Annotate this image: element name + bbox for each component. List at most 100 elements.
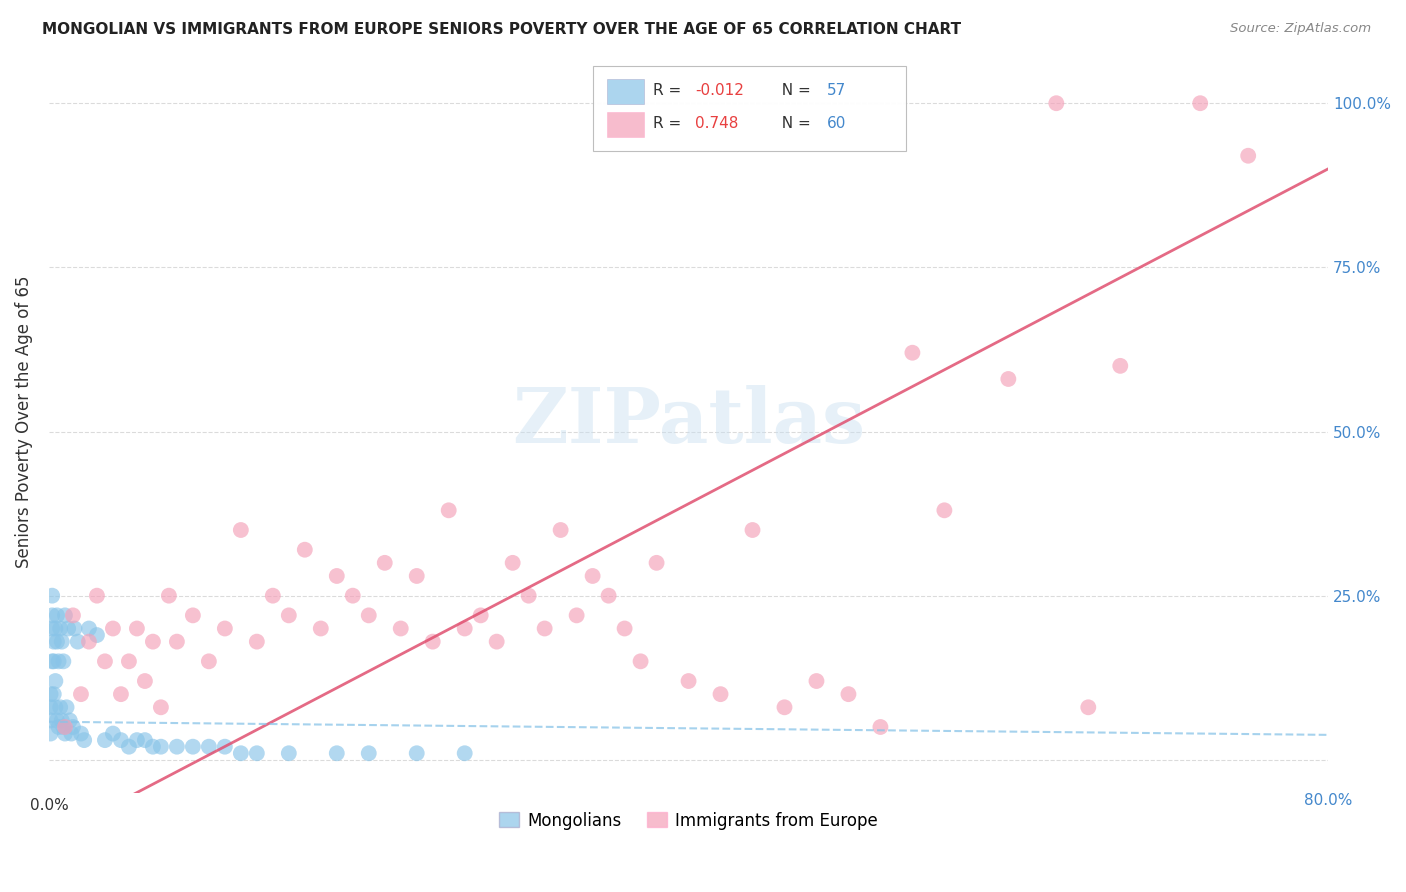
Point <box>709 687 731 701</box>
Point <box>70 687 93 701</box>
Point <box>157 589 180 603</box>
Point <box>41 622 63 636</box>
Point <box>63 622 86 636</box>
Point <box>166 739 188 754</box>
Point <box>39 687 62 701</box>
Point <box>49 622 72 636</box>
Point <box>59 714 82 728</box>
Point <box>149 739 172 754</box>
Point <box>41 608 63 623</box>
Point <box>277 608 299 623</box>
Point <box>1077 700 1099 714</box>
Point <box>101 726 124 740</box>
Point <box>41 654 63 668</box>
Point <box>502 556 524 570</box>
Point <box>246 746 269 760</box>
Point <box>613 622 636 636</box>
Text: 0.748: 0.748 <box>695 116 738 131</box>
Point <box>581 569 603 583</box>
Point <box>869 720 891 734</box>
Text: 80.0%: 80.0% <box>1303 793 1353 807</box>
Point <box>806 673 828 688</box>
Point <box>246 634 269 648</box>
Point <box>166 634 188 648</box>
Point <box>62 608 84 623</box>
Point <box>66 634 89 648</box>
Legend: Mongolians, Immigrants from Europe: Mongolians, Immigrants from Europe <box>492 805 884 837</box>
Point <box>517 589 540 603</box>
Point <box>277 746 299 760</box>
Y-axis label: Seniors Poverty Over the Age of 65: Seniors Poverty Over the Age of 65 <box>15 276 32 568</box>
Text: N =: N = <box>772 82 815 97</box>
Point <box>198 654 221 668</box>
Point <box>645 556 668 570</box>
Point <box>55 700 77 714</box>
FancyBboxPatch shape <box>592 65 905 151</box>
Text: R =: R = <box>652 82 686 97</box>
Point <box>44 622 66 636</box>
Point <box>94 654 117 668</box>
Text: 60: 60 <box>827 116 846 131</box>
Point <box>630 654 652 668</box>
Point <box>678 673 700 688</box>
Point <box>44 673 66 688</box>
Point <box>51 634 73 648</box>
Point <box>262 589 284 603</box>
Point <box>901 345 924 359</box>
Text: MONGOLIAN VS IMMIGRANTS FROM EUROPE SENIORS POVERTY OVER THE AGE OF 65 CORRELATI: MONGOLIAN VS IMMIGRANTS FROM EUROPE SENI… <box>42 22 962 37</box>
Point <box>53 720 76 734</box>
Point <box>142 739 165 754</box>
Point <box>49 700 72 714</box>
Point <box>48 720 70 734</box>
Point <box>470 608 492 623</box>
Point <box>374 556 396 570</box>
Point <box>149 700 172 714</box>
Point <box>44 700 66 714</box>
Point <box>134 673 156 688</box>
Point <box>389 622 412 636</box>
Point <box>46 608 69 623</box>
Point <box>70 726 93 740</box>
Point <box>41 589 63 603</box>
Point <box>1045 96 1067 111</box>
Text: 57: 57 <box>827 82 846 97</box>
Point <box>142 634 165 648</box>
Point <box>533 622 555 636</box>
Text: N =: N = <box>772 116 815 131</box>
Point <box>1189 96 1212 111</box>
FancyBboxPatch shape <box>606 78 644 104</box>
Point <box>229 746 252 760</box>
Point <box>86 628 108 642</box>
Point <box>454 622 477 636</box>
Text: -0.012: -0.012 <box>695 82 744 97</box>
Point <box>53 608 76 623</box>
Point <box>125 622 148 636</box>
Point <box>62 720 84 734</box>
Point <box>294 542 316 557</box>
Text: Source: ZipAtlas.com: Source: ZipAtlas.com <box>1230 22 1371 36</box>
Text: R =: R = <box>652 116 686 131</box>
Point <box>454 746 477 760</box>
Point <box>198 739 221 754</box>
Point <box>326 569 349 583</box>
Point <box>42 634 65 648</box>
Point <box>357 608 380 623</box>
Point <box>485 634 508 648</box>
Point <box>86 589 108 603</box>
Point <box>997 372 1019 386</box>
Point <box>1109 359 1132 373</box>
Point <box>39 726 62 740</box>
Point <box>53 726 76 740</box>
Point <box>118 654 141 668</box>
Point <box>565 608 588 623</box>
Point <box>46 634 69 648</box>
Point <box>229 523 252 537</box>
Point <box>214 622 236 636</box>
Point <box>39 714 62 728</box>
Point <box>934 503 956 517</box>
Point <box>134 733 156 747</box>
Text: ZIPatlas: ZIPatlas <box>512 384 865 458</box>
Point <box>42 687 65 701</box>
Point <box>342 589 364 603</box>
Point <box>77 622 100 636</box>
